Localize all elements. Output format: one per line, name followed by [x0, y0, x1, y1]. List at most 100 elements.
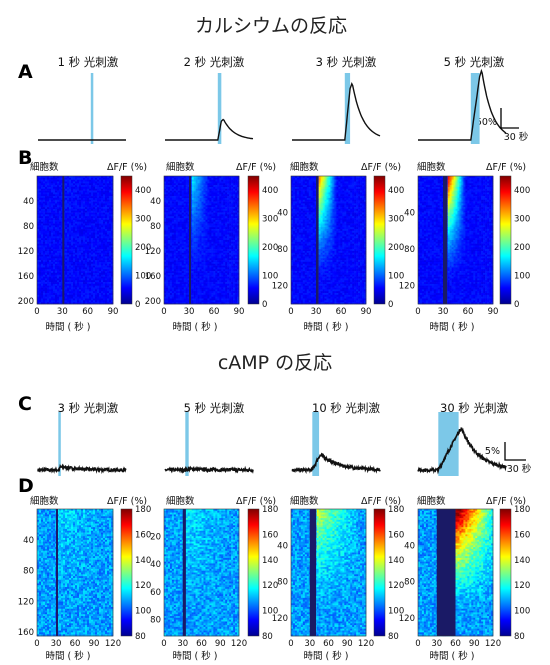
b-hm-cell — [201, 223, 204, 226]
b-hm-cell — [177, 210, 181, 213]
b-hm-cell — [81, 260, 84, 263]
b-hm-cell — [185, 267, 188, 270]
b-hm-cell — [199, 238, 202, 241]
b-hm-cell — [41, 238, 44, 241]
b-hm-cell — [227, 263, 230, 266]
b-hm-cell — [61, 250, 64, 254]
b-hm-cell — [49, 249, 52, 252]
b-hm-cell — [55, 214, 58, 217]
b-hm-cell — [79, 298, 82, 301]
b-hm-cell — [39, 298, 42, 301]
b-hm-cell — [175, 256, 179, 259]
b-hm-cell — [93, 291, 96, 294]
b-hm-cell — [167, 223, 171, 226]
b-hm-cell — [223, 282, 226, 285]
b-hm-cell — [87, 260, 90, 263]
b-hm-cell — [43, 234, 46, 237]
b-hm-cell — [199, 185, 202, 188]
b-hm-cell — [69, 243, 72, 246]
b-hm-cell — [99, 241, 102, 244]
b-hm-cell — [235, 267, 238, 270]
b-hm-cell — [215, 254, 218, 257]
b-hm-cell — [107, 181, 110, 184]
b-hm-cell — [179, 194, 183, 197]
b-hm-cell — [111, 185, 114, 188]
b-hm-cell — [99, 256, 102, 259]
b-hm-cell — [205, 199, 208, 202]
b-hm-cell — [97, 232, 100, 235]
b-hm-cell — [41, 291, 44, 294]
b-hm-cell — [67, 256, 70, 259]
b-hm-cell — [201, 271, 204, 274]
b-hm-cell — [75, 236, 78, 239]
b-hm-cell — [101, 298, 104, 301]
b-hm-cell — [77, 283, 80, 287]
b-hm-cell — [205, 269, 208, 272]
b-hm-cell — [191, 238, 194, 241]
b-hm-cell — [37, 274, 40, 277]
b-hm-cell — [207, 240, 210, 243]
b-hm-cell — [65, 243, 68, 246]
b-hm-cell — [233, 216, 236, 219]
b-hm-cell — [45, 249, 48, 252]
b-hm-cell — [51, 249, 54, 252]
b-hm-cell — [105, 216, 108, 219]
b-hm-cell — [87, 261, 90, 265]
b-hm-cell — [81, 302, 84, 305]
b-hm-cell — [237, 192, 240, 195]
b-hm-cell — [37, 247, 40, 250]
b-hm-cell — [91, 194, 94, 197]
b-hm-cell — [57, 179, 60, 182]
b-hm-cell — [225, 282, 228, 285]
b-hm-cell — [207, 203, 210, 206]
b-hm-cell — [75, 227, 78, 230]
b-hm-cell — [61, 186, 64, 190]
b-hm-cell — [97, 240, 100, 243]
b-hm-cell — [59, 243, 62, 246]
b-hm-cell — [195, 269, 198, 272]
b-hm-cell — [171, 247, 175, 250]
b-hm-cell — [185, 214, 188, 217]
b-hm-cell — [213, 240, 216, 243]
b-hm-cell — [167, 250, 171, 254]
b-hm-cell — [71, 269, 74, 272]
b-hm-cell — [47, 278, 50, 281]
b-hm-cell — [183, 238, 187, 241]
b-hm-cell — [191, 176, 194, 179]
b-hm-cell — [223, 179, 226, 182]
b-hm-cell — [81, 252, 84, 255]
b-hm-cell — [191, 236, 194, 239]
b-hm-cell — [183, 207, 187, 210]
b-hm-cell — [193, 185, 196, 188]
b-hm-cell — [175, 186, 179, 190]
b-hm-cell — [179, 218, 183, 221]
b-hm-cell — [43, 196, 46, 199]
b-hm-cell — [65, 283, 68, 287]
b-hm-cell — [99, 199, 102, 202]
b-hm-cell — [179, 256, 183, 259]
b-hm-cell — [107, 287, 110, 290]
b-hm-cell — [57, 185, 60, 188]
b-hm-cell — [237, 245, 240, 248]
b-hm-cell — [177, 181, 181, 184]
b-hm-cell — [185, 207, 188, 210]
b-hm-cell — [87, 177, 90, 180]
b-hm-cell — [233, 256, 236, 259]
b-hm-cell — [49, 282, 52, 285]
b-hm-cell — [79, 216, 82, 219]
b-hm-cell — [211, 247, 214, 250]
b-hm-cell — [49, 294, 52, 297]
b-hm-cell — [97, 227, 100, 230]
b-hm-cell — [109, 192, 112, 195]
b-hm-cell — [99, 263, 102, 266]
b-hm-cell — [105, 296, 108, 299]
b-hm-cell — [175, 199, 179, 202]
b-hm-cell — [97, 241, 100, 244]
b-hm-cell — [105, 243, 108, 246]
b-hm-cell — [85, 260, 88, 263]
b-hm-cell — [201, 249, 204, 252]
b-hm-cell — [223, 203, 226, 206]
b-hm-cell — [211, 208, 214, 212]
b-hm-cell — [43, 271, 46, 274]
b-hm-cell — [47, 287, 50, 290]
